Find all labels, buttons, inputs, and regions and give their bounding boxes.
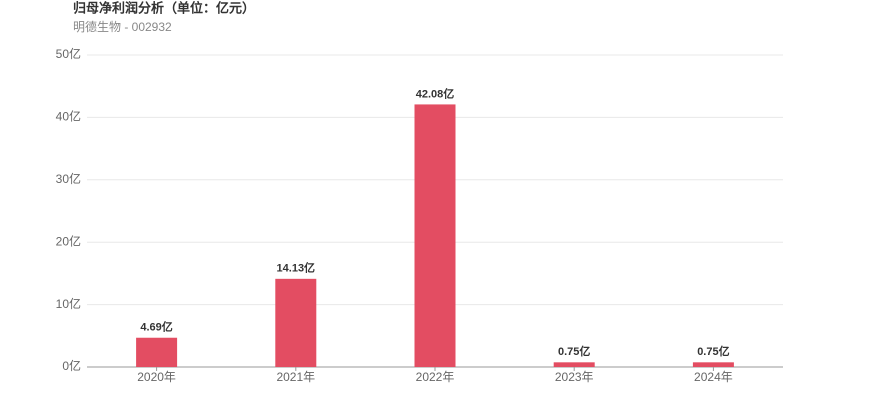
x-tick-label: 2023年: [555, 370, 594, 384]
y-tick-label: 0亿: [62, 358, 81, 373]
x-tick-label: 2020年: [137, 370, 176, 384]
bar: [136, 337, 178, 367]
y-tick-label: 10亿: [56, 296, 81, 311]
chart-subtitle: 明德生物 - 002932: [73, 19, 172, 34]
y-tick-label: 40亿: [56, 109, 81, 124]
bar: [414, 104, 456, 367]
chart-title: 归母净利润分析（单位：亿元）: [73, 0, 255, 15]
y-tick-label: 20亿: [56, 233, 81, 248]
bar: [553, 362, 595, 367]
x-tick-label: 2024年: [694, 370, 733, 384]
value-label: 42.08亿: [416, 86, 455, 100]
value-label: 0.75亿: [558, 344, 590, 358]
value-label: 0.75亿: [697, 344, 729, 358]
x-tick-label: 2021年: [276, 370, 315, 384]
value-label: 14.13亿: [277, 261, 316, 275]
y-tick-label: 50亿: [56, 46, 81, 61]
bar: [692, 362, 734, 367]
x-tick-label: 2022年: [416, 370, 455, 384]
value-label: 4.69亿: [140, 320, 172, 334]
y-tick-label: 30亿: [56, 171, 81, 186]
bar: [275, 278, 317, 367]
